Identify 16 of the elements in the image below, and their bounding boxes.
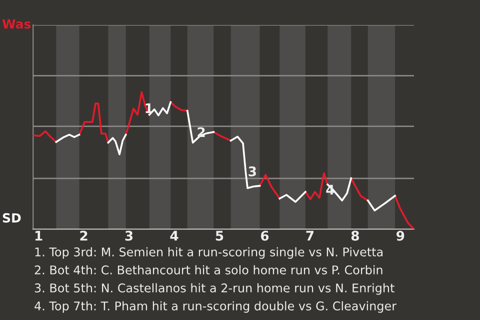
text: 1. Top 3rd: M. Semien hit a run-scoring single vs N. Pivetta xyxy=(35,247,383,259)
x-tick-label: 2 xyxy=(80,230,88,241)
text: Was xyxy=(2,19,31,29)
text: SD xyxy=(2,213,21,223)
x-tick-label: 9 xyxy=(396,230,404,241)
x-tick-label: 1 xyxy=(35,230,42,241)
x-tick-label: 7 xyxy=(306,230,314,241)
text: 3. Bot 5th: N. Castellanos hit a 2-run home run vs N. Enright xyxy=(34,283,394,295)
x-tick-label: 5 xyxy=(216,230,224,241)
x-tick-label: 3 xyxy=(125,230,133,241)
text: 4. Top 7th: T. Pham hit a run-scoring double vs G. Cleavinger xyxy=(34,301,397,313)
x-tick-label: 6 xyxy=(260,230,269,241)
x-tick-label: 8 xyxy=(351,230,359,241)
annotation: 3 xyxy=(248,166,256,176)
x-tick-label: 4 xyxy=(170,230,178,241)
text: 2. Bot 4th: C. Bethancourt hit a solo home run vs P. Corbin xyxy=(34,265,382,274)
